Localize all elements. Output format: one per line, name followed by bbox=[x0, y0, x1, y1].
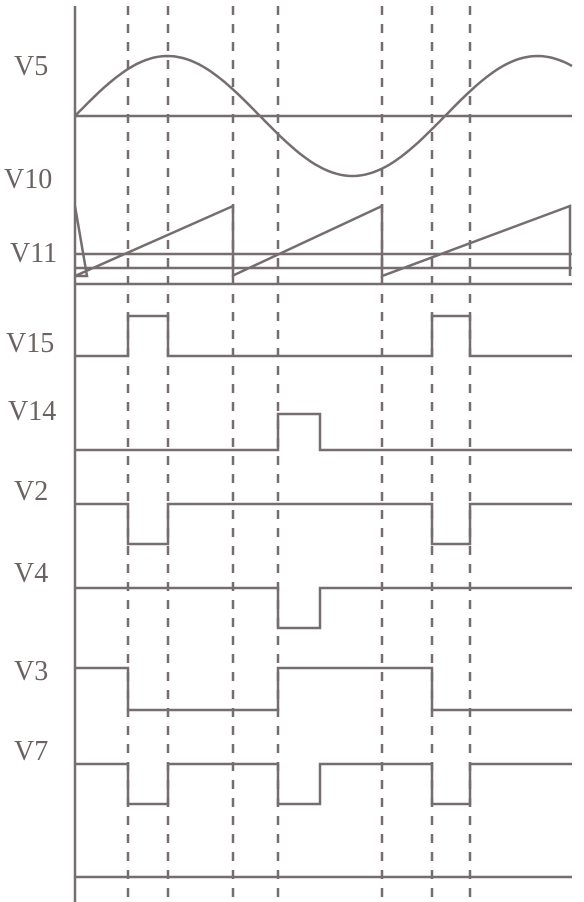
label-v11: V11 bbox=[10, 238, 57, 269]
label-v15: V15 bbox=[6, 328, 54, 359]
label-v14: V14 bbox=[8, 396, 56, 427]
label-v3: V3 bbox=[14, 656, 48, 687]
timing-diagram: V5 V10 V11 V15 V14 V2 V4 V3 V7 bbox=[0, 0, 584, 902]
label-v5: V5 bbox=[14, 51, 48, 82]
label-v7: V7 bbox=[14, 736, 48, 767]
label-v4: V4 bbox=[14, 558, 48, 589]
label-v10: V10 bbox=[4, 164, 52, 195]
label-v2: V2 bbox=[14, 476, 48, 507]
